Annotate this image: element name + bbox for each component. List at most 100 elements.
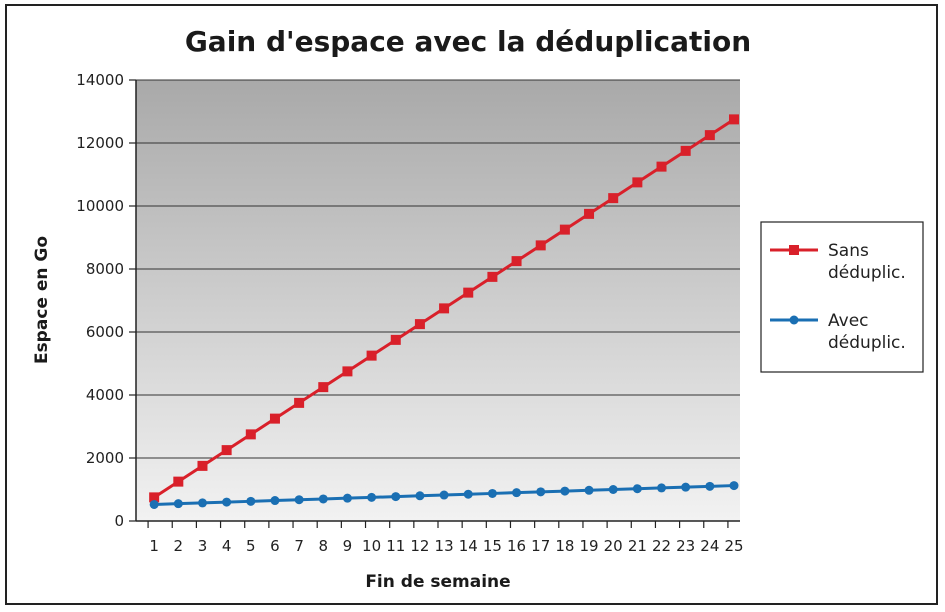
data-point [197,498,207,508]
x-tick-label: 3 [198,537,208,555]
data-point [245,429,256,440]
y-tick-label: 8000 [86,260,124,278]
data-point [680,145,691,156]
data-point [705,481,715,491]
y-tick-label: 0 [114,512,124,530]
legend-label: déduplic. [828,263,906,283]
data-point [149,492,160,503]
data-point [439,490,449,500]
data-point [656,161,667,172]
legend-label: déduplic. [828,333,906,353]
y-tick-label: 10000 [76,197,124,215]
data-point [173,476,184,487]
data-point [681,482,691,492]
legend-label: Sans [828,241,869,261]
x-tick-label: 16 [507,537,526,555]
data-point [439,303,450,314]
data-point [318,494,328,504]
x-tick-labels: 1 2 3 4 5 6 7 8 9 10 11 12 13 14 15 16 17 18 19 20 21 22 23 24 2… [149,537,743,555]
y-tick-labels: 0 2000 4000 6000 8000 10000 12000 14000 [76,71,124,530]
y-tick-label: 12000 [76,134,124,152]
data-point [608,193,619,204]
data-point [197,460,208,471]
data-point [149,499,159,509]
data-point [269,413,280,424]
data-point [608,485,618,494]
data-point [487,488,497,498]
x-tick-label: 17 [531,537,550,555]
data-point [729,481,739,491]
data-point [342,366,353,377]
chart-title: Gain d'espace avec la déduplication [185,25,751,58]
data-point [560,486,570,496]
data-point [729,114,739,125]
data-point [414,319,425,330]
y-tick-label: 6000 [86,323,124,341]
x-tick-label: 6 [270,537,280,555]
plot-area [136,80,740,521]
x-tick-label: 14 [459,537,478,555]
data-point [511,256,522,267]
x-tick-label: 21 [628,537,647,555]
data-point [222,497,232,507]
x-tick-label: 22 [652,537,671,555]
data-point [584,485,594,495]
data-point [270,496,280,506]
data-point [487,271,498,282]
data-point [704,130,715,141]
x-tick-label: 15 [483,537,502,555]
data-point [294,397,305,408]
data-point [632,484,642,494]
data-point [415,491,425,501]
x-tick-label: 25 [724,537,743,555]
x-tick-label: 12 [410,537,429,555]
x-tick-label: 23 [676,537,695,555]
data-point [536,487,546,497]
x-tick-label: 7 [294,537,304,555]
x-axis-label: Fin de semaine [365,572,510,592]
x-tick-label: 19 [579,537,598,555]
x-tick-label: 9 [343,537,353,555]
legend-marker [789,315,799,325]
y-tick-label: 14000 [76,71,124,89]
x-tick-label: 5 [246,537,256,555]
data-point [294,495,304,505]
data-point [342,493,352,503]
data-point [632,177,643,188]
gridlines [136,79,740,459]
x-tick-label: 2 [174,537,184,555]
data-point [657,483,667,493]
y-tick-label: 2000 [86,449,124,467]
data-point [463,287,474,298]
x-tick-label: 13 [435,537,454,555]
data-point [366,350,377,361]
x-tick-label: 20 [604,537,623,555]
data-point [535,240,546,251]
x-tick-label: 11 [386,537,405,555]
x-tick-label: 18 [555,537,574,555]
legend-marker [789,245,799,255]
legend-label: Avec [828,311,869,331]
x-tick-label: 1 [149,537,159,555]
x-tick-label: 10 [362,537,381,555]
series-group [149,114,739,509]
data-point [367,492,377,502]
data-point [584,208,595,219]
data-point [246,496,256,506]
legend-box [760,221,924,373]
axes [129,79,740,528]
y-tick-label: 4000 [86,386,124,404]
data-point [391,492,401,502]
data-point [463,489,473,499]
data-point [390,334,401,345]
x-tick-label: 24 [700,537,719,555]
data-point [318,382,329,393]
x-tick-label: 8 [319,537,329,555]
y-axis-label: Espace en Go [32,236,52,364]
data-point [221,445,232,456]
data-point [512,488,522,498]
data-point [559,224,570,235]
x-tick-label: 4 [222,537,232,555]
